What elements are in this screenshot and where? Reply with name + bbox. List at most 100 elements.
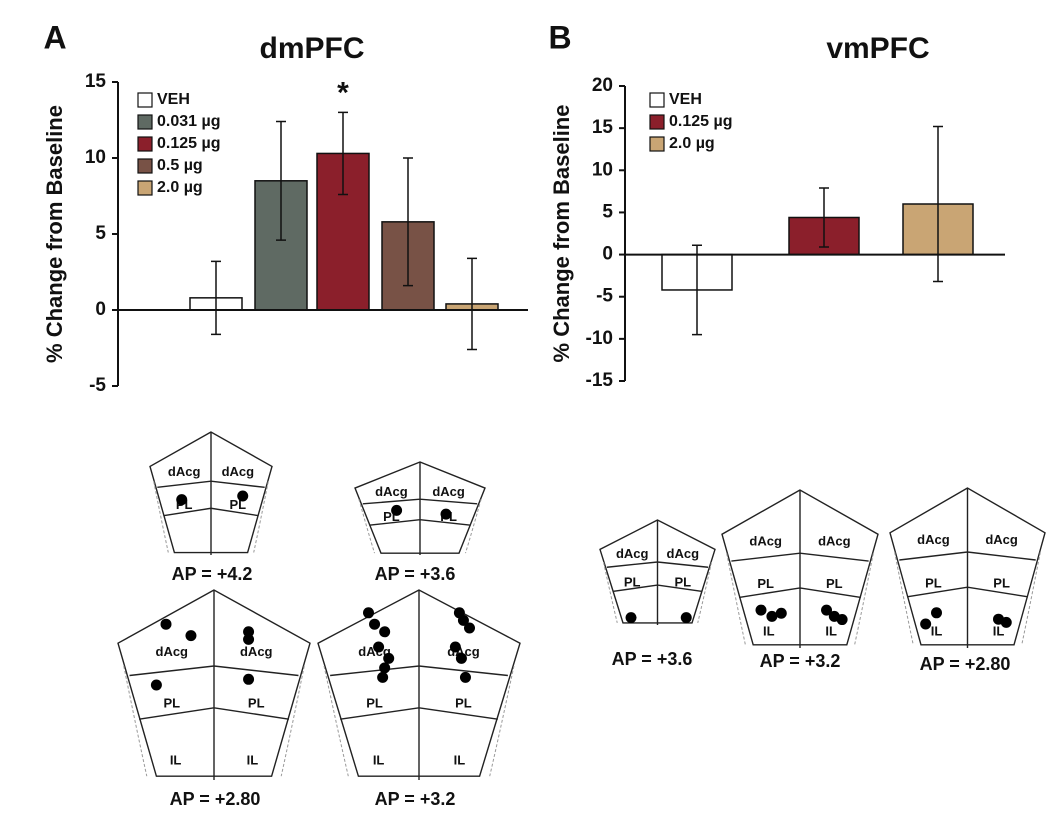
legend-swatch <box>137 92 153 108</box>
region-label: dAcg <box>432 484 465 499</box>
ventricle <box>602 561 713 624</box>
injection-site <box>243 673 255 685</box>
injection-site <box>455 652 467 664</box>
y-tick-label: 10 <box>85 147 106 168</box>
ventricle <box>358 499 482 554</box>
legend-label: 0.031 µg <box>157 113 220 130</box>
injection-site <box>464 622 475 634</box>
section-lines <box>606 520 709 625</box>
section-lines <box>129 590 299 780</box>
y-tick-label: -10 <box>586 328 613 349</box>
injection-site <box>775 607 787 619</box>
injection-site <box>459 671 471 683</box>
region-label: IL <box>373 752 385 767</box>
y-tick-label: 5 <box>602 201 613 222</box>
error-bar <box>933 125 943 283</box>
error-bar <box>211 260 221 336</box>
injection-site <box>920 618 932 630</box>
y-tick-label: 15 <box>85 71 107 92</box>
region-label: PL <box>757 576 774 591</box>
section-lines <box>731 490 869 648</box>
region-label: dAcg <box>222 464 255 479</box>
panel-label: B <box>548 19 571 55</box>
injection-site <box>185 630 197 642</box>
region-label: dAcg <box>985 532 1018 547</box>
y-axis-label: % Change from Baseline <box>42 105 67 363</box>
brain-section: dAcg dAcg PL PL IL IL AP = +2.80 <box>889 487 1046 674</box>
injection-site <box>383 652 395 664</box>
injection-site <box>379 626 391 638</box>
section-lines <box>362 462 478 555</box>
chart-title: vmPFC <box>826 32 929 65</box>
ventricle <box>323 665 515 777</box>
section-lines <box>330 590 508 780</box>
injection-site <box>363 607 374 619</box>
region-label: dAcg <box>156 644 189 659</box>
brain-section: dAcg dAcg PL PL IL IL AP = +2.80 <box>117 589 311 809</box>
region-label: PL <box>248 695 265 710</box>
significance-marker: * <box>337 76 349 109</box>
region-label: PL <box>366 695 383 710</box>
injection-site <box>625 612 637 624</box>
section-lines <box>157 432 265 555</box>
region-label: IL <box>763 624 775 639</box>
y-tick-label: -5 <box>89 375 106 396</box>
legend-swatch <box>649 92 665 108</box>
ventricle <box>894 551 1041 645</box>
injection-site <box>160 618 172 630</box>
y-tick-label: -5 <box>596 286 613 307</box>
region-label: PL <box>993 575 1010 590</box>
region-label: IL <box>170 752 182 767</box>
region-label: PL <box>455 695 472 710</box>
chart-title: dmPFC <box>260 32 365 65</box>
region-label: PL <box>624 574 641 589</box>
section-lines <box>899 488 1036 648</box>
region-label: IL <box>931 623 943 638</box>
legend-label: 2.0 µg <box>157 179 203 196</box>
ventricle <box>123 665 305 777</box>
region-label: IL <box>825 624 837 639</box>
y-tick-label: 10 <box>592 159 613 180</box>
region-label: IL <box>454 752 466 767</box>
injection-site <box>377 671 389 683</box>
error-bar <box>467 257 477 351</box>
legend-label: VEH <box>669 91 702 108</box>
legend-label: 2.0 µg <box>669 135 715 152</box>
injection-site <box>369 618 381 630</box>
y-tick-label: 5 <box>95 223 106 244</box>
injection-site <box>243 633 255 645</box>
region-label: IL <box>247 752 259 767</box>
injection-site <box>680 612 692 624</box>
region-label: IL <box>993 623 1005 638</box>
section-caption: AP = +3.6 <box>375 564 456 584</box>
legend-swatch <box>137 136 153 152</box>
error-bar <box>276 120 286 241</box>
injection-site <box>243 626 255 638</box>
region-label: PL <box>674 574 691 589</box>
error-bar <box>403 157 413 287</box>
region-label: dAcg <box>667 546 700 561</box>
y-tick-label: 0 <box>95 299 106 320</box>
y-tick-label: -15 <box>586 370 614 391</box>
legend-swatch <box>137 158 153 174</box>
region-label: dAcg <box>917 532 950 547</box>
y-tick-label: 20 <box>592 75 613 96</box>
injection-site <box>449 641 461 653</box>
legend-swatch <box>649 136 665 152</box>
section-caption: AP = +3.6 <box>612 649 693 669</box>
legend-label: 0.125 µg <box>669 113 732 130</box>
legend-label: VEH <box>157 91 190 108</box>
section-caption: AP = +4.2 <box>172 564 253 584</box>
section-caption: AP = +3.2 <box>760 651 841 671</box>
legend-swatch <box>137 180 153 196</box>
injection-site <box>379 662 391 674</box>
section-caption: AP = +3.2 <box>375 789 456 809</box>
error-bar <box>692 244 702 336</box>
legend-label: 0.5 µg <box>157 157 203 174</box>
injection-site <box>766 610 778 622</box>
brain-section: dAcg dAcg PL PL IL IL AP = +3.2 <box>721 489 879 671</box>
